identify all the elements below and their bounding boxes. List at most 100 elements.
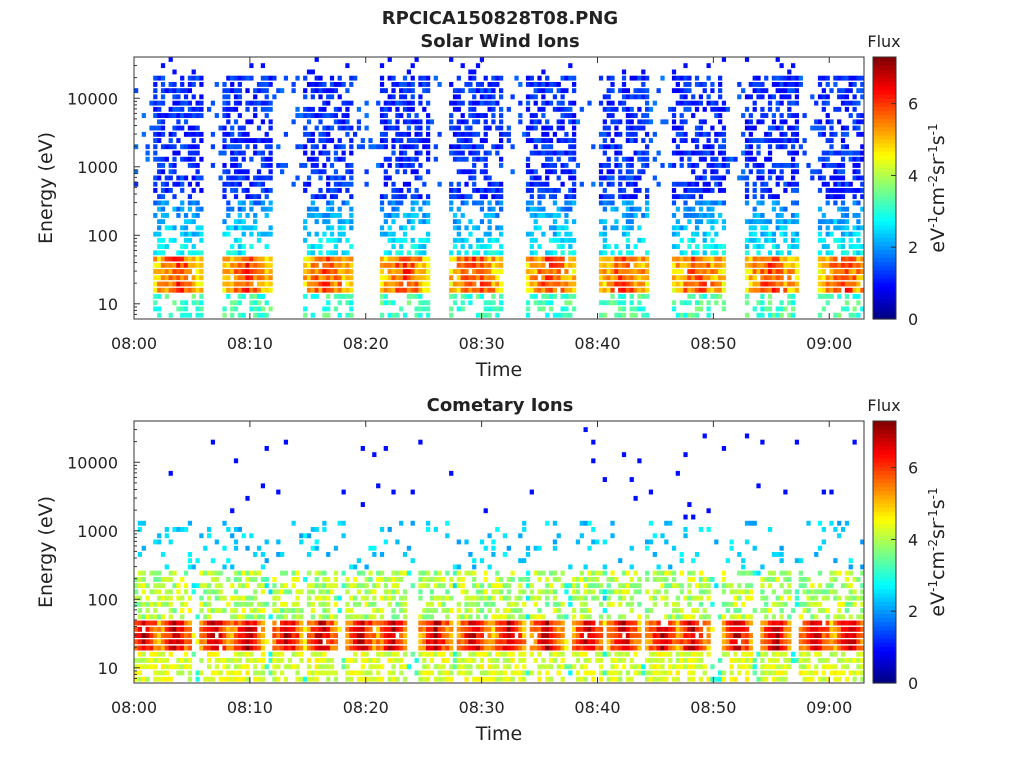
heatmap-cell: [794, 181, 800, 187]
heatmap-cell: [249, 119, 254, 125]
heatmap-cell: [556, 269, 561, 274]
heatmap-cell: [176, 94, 181, 100]
heatmap-cell: [314, 645, 319, 651]
heatmap-cell: [157, 312, 162, 318]
heatmap-cell: [364, 169, 369, 175]
heatmap-cell: [226, 256, 231, 262]
heatmap-cell: [253, 213, 258, 218]
heatmap-cell: [399, 237, 404, 243]
heatmap-cell: [207, 533, 212, 539]
heatmap-cell: [345, 658, 350, 663]
heatmap-cell: [794, 94, 800, 100]
heatmap-cell: [791, 113, 796, 118]
heatmap-cell: [402, 82, 408, 87]
heatmap-cell: [333, 88, 339, 94]
heatmap-cell: [426, 119, 431, 125]
heatmap-cell: [541, 94, 546, 100]
heatmap-cell: [860, 144, 865, 150]
heatmap-cell: [418, 570, 423, 576]
heatmap-cell: [452, 156, 458, 162]
heatmap-cell: [460, 119, 465, 125]
heatmap-cell: [618, 294, 623, 299]
heatmap-cell: [860, 250, 865, 256]
heatmap-cell: [706, 213, 711, 218]
heatmap-cell: [318, 138, 323, 143]
heatmap-cell: [564, 131, 569, 137]
heatmap-cell: [318, 281, 323, 287]
heatmap-cell: [153, 306, 158, 312]
heatmap-cell: [379, 633, 385, 638]
heatmap-cell: [249, 63, 254, 69]
heatmap-cell: [464, 225, 469, 231]
heatmap-cell: [564, 269, 569, 274]
heatmap-cell: [460, 664, 465, 670]
heatmap-cell: [629, 131, 634, 137]
heatmap-cell: [153, 256, 158, 262]
heatmap-cell: [326, 256, 331, 262]
heatmap-cell: [844, 225, 850, 231]
heatmap-cell: [253, 88, 258, 94]
heatmap-cell: [660, 119, 665, 125]
heatmap-cell: [376, 570, 381, 576]
heatmap-cell: [241, 294, 246, 299]
heatmap-cell: [341, 275, 346, 281]
heatmap-cell: [141, 577, 146, 582]
heatmap-cell: [825, 287, 830, 293]
heatmap-cell: [518, 676, 523, 682]
heatmap-cell: [491, 94, 496, 100]
heatmap-cell: [364, 595, 369, 601]
heatmap-cell: [226, 275, 231, 281]
heatmap-cell: [233, 169, 239, 175]
heatmap-cell: [629, 281, 634, 287]
heatmap-cell: [164, 287, 169, 293]
heatmap-cell: [383, 119, 388, 125]
heatmap-cell: [472, 658, 477, 663]
heatmap-cell: [172, 262, 177, 268]
heatmap-cell: [602, 150, 607, 156]
heatmap-cell: [191, 633, 196, 638]
heatmap-cell: [464, 131, 469, 137]
heatmap-cell: [637, 88, 642, 94]
heatmap-cell: [356, 119, 362, 125]
heatmap-cell: [848, 262, 853, 268]
heatmap-cell: [256, 262, 262, 268]
heatmap-cell: [760, 106, 765, 112]
heatmap-cell: [226, 213, 231, 218]
heatmap-cell: [764, 75, 769, 81]
heatmap-cell: [426, 645, 431, 651]
heatmap-cell: [318, 75, 323, 81]
heatmap-cell: [464, 287, 469, 293]
heatmap-cell: [383, 583, 388, 589]
heatmap-cell: [314, 281, 319, 287]
heatmap-cell: [552, 275, 558, 281]
heatmap-cell: [541, 269, 546, 274]
colorbar-segment: [873, 265, 896, 271]
heatmap-cell: [164, 633, 169, 638]
heatmap-cell: [399, 200, 404, 206]
heatmap-cell: [379, 552, 385, 557]
heatmap-cell: [368, 626, 373, 632]
heatmap-cell: [422, 676, 427, 682]
heatmap-cell: [195, 306, 200, 312]
heatmap-cell: [829, 269, 834, 274]
heatmap-cell: [767, 231, 773, 237]
heatmap-cell: [468, 125, 473, 131]
heatmap-cell: [241, 645, 246, 651]
heatmap-cell: [249, 533, 254, 539]
heatmap-cell: [499, 156, 504, 162]
heatmap-cell: [180, 670, 185, 676]
heatmap-cell: [637, 188, 642, 193]
heatmap-cell: [245, 100, 250, 106]
heatmap-cell: [264, 175, 269, 181]
heatmap-cell: [172, 169, 177, 175]
heatmap-cell: [748, 150, 753, 156]
heatmap-cell: [791, 156, 796, 162]
heatmap-cell: [852, 188, 857, 193]
heatmap-cell: [625, 219, 631, 225]
heatmap-cell: [475, 262, 481, 268]
heatmap-cell: [414, 250, 419, 256]
heatmap-cell: [168, 106, 173, 112]
heatmap-cell: [303, 312, 308, 318]
heatmap-cell: [287, 639, 292, 645]
heatmap-cell: [541, 287, 546, 293]
